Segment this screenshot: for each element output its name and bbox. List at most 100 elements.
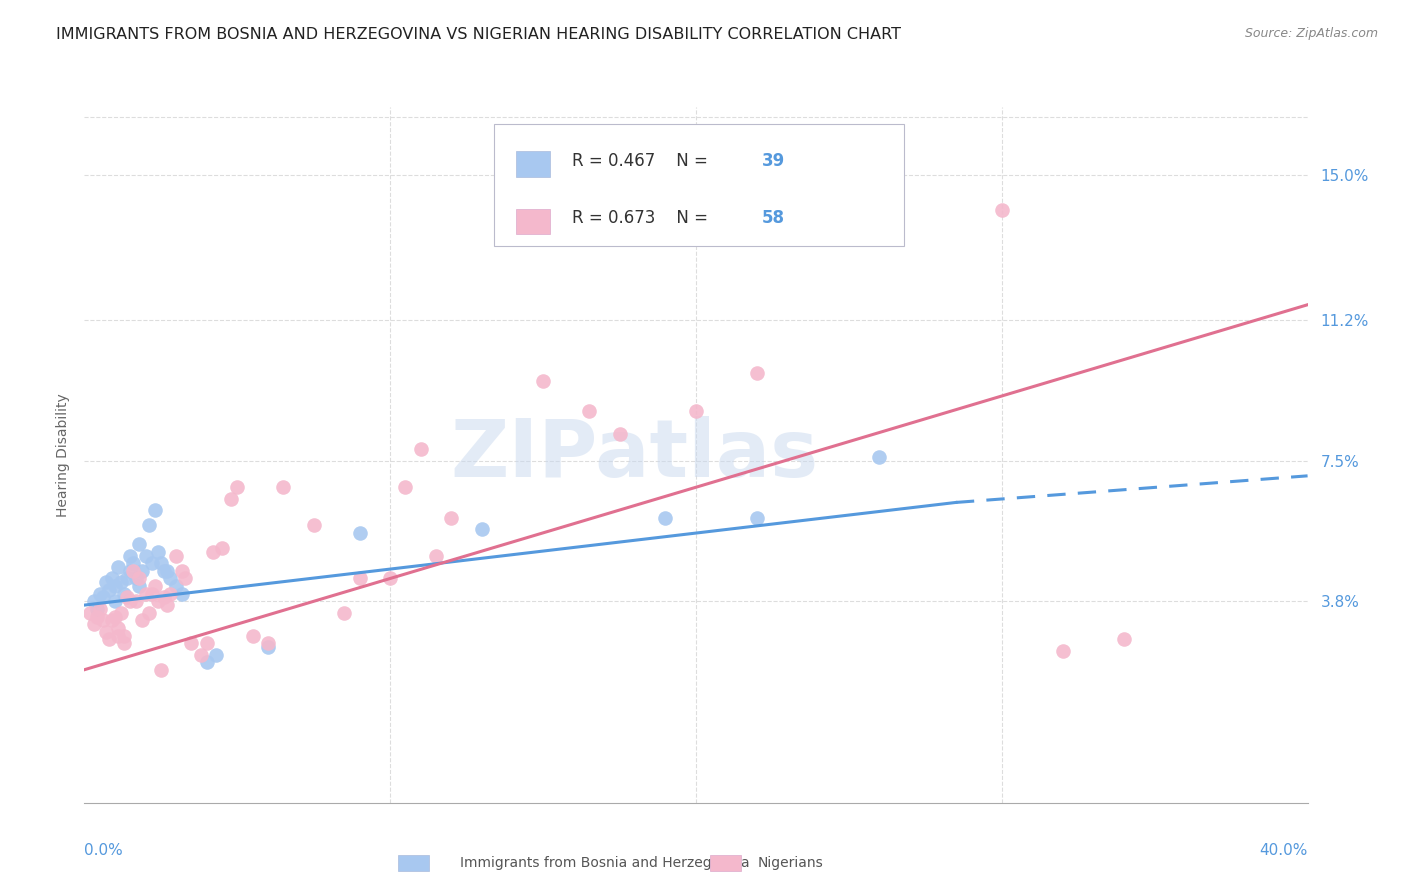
Point <box>153 591 176 605</box>
Point <box>104 609 127 624</box>
Point <box>349 572 371 586</box>
Point <box>609 427 631 442</box>
Point <box>146 594 169 608</box>
Point <box>149 556 172 570</box>
Point <box>107 560 129 574</box>
Point <box>172 587 194 601</box>
Point <box>91 613 114 627</box>
Point <box>146 545 169 559</box>
Point <box>120 549 142 563</box>
Point <box>115 591 138 605</box>
Point <box>89 602 111 616</box>
Point <box>211 541 233 555</box>
Point <box>128 537 150 551</box>
Point <box>159 572 181 586</box>
Y-axis label: Hearing Disability: Hearing Disability <box>56 393 70 516</box>
Point <box>135 587 157 601</box>
Point <box>138 606 160 620</box>
Text: Source: ZipAtlas.com: Source: ZipAtlas.com <box>1244 27 1378 40</box>
Point <box>747 510 769 524</box>
Point <box>149 663 172 677</box>
Point <box>174 572 197 586</box>
Point <box>226 480 249 494</box>
Text: Nigerians: Nigerians <box>758 856 824 871</box>
Point <box>531 374 554 388</box>
Point <box>141 587 163 601</box>
Point <box>201 545 224 559</box>
Text: 0.0%: 0.0% <box>84 843 124 858</box>
Point <box>131 564 153 578</box>
Point <box>195 636 218 650</box>
Text: R = 0.673    N =: R = 0.673 N = <box>572 209 714 227</box>
Point <box>86 609 108 624</box>
Point <box>143 503 166 517</box>
Point <box>112 628 135 642</box>
Point <box>195 655 218 669</box>
Point <box>747 366 769 380</box>
Point <box>128 579 150 593</box>
Point <box>138 518 160 533</box>
Text: 39: 39 <box>762 152 786 169</box>
Point <box>380 572 402 586</box>
Point <box>83 617 105 632</box>
Point <box>219 491 242 506</box>
Point <box>654 510 676 524</box>
Point <box>112 587 135 601</box>
Point <box>125 572 148 586</box>
Point <box>1114 632 1136 647</box>
Point <box>257 636 280 650</box>
Point <box>120 594 142 608</box>
Text: ZIPatlas: ZIPatlas <box>451 416 818 494</box>
Point <box>112 636 135 650</box>
Bar <box>516 209 550 234</box>
Point <box>104 579 127 593</box>
Point <box>165 579 187 593</box>
Point <box>153 564 176 578</box>
Point <box>110 606 132 620</box>
Point <box>101 572 124 586</box>
Point <box>101 613 124 627</box>
Point <box>869 450 891 464</box>
Point <box>165 549 187 563</box>
Point <box>97 632 120 647</box>
Point <box>409 442 432 457</box>
Point <box>271 480 294 494</box>
Point <box>578 404 600 418</box>
Point <box>107 628 129 642</box>
Point <box>440 510 463 524</box>
Point <box>131 613 153 627</box>
Point <box>115 572 138 586</box>
Point <box>120 564 142 578</box>
Point <box>349 525 371 540</box>
Point <box>122 564 145 578</box>
Point <box>190 648 212 662</box>
Point <box>110 575 132 590</box>
Text: 58: 58 <box>762 209 785 227</box>
Point <box>143 579 166 593</box>
Point <box>122 556 145 570</box>
Point <box>97 582 120 597</box>
Point <box>141 556 163 570</box>
Point <box>156 564 179 578</box>
Point <box>1052 644 1074 658</box>
Point <box>125 594 148 608</box>
Point <box>333 606 356 620</box>
Point <box>159 587 181 601</box>
Point <box>302 518 325 533</box>
Point <box>991 202 1014 217</box>
Point <box>107 621 129 635</box>
Point <box>242 628 264 642</box>
Point <box>94 575 117 590</box>
Point <box>89 587 111 601</box>
Point <box>257 640 280 654</box>
Text: IMMIGRANTS FROM BOSNIA AND HERZEGOVINA VS NIGERIAN HEARING DISABILITY CORRELATIO: IMMIGRANTS FROM BOSNIA AND HERZEGOVINA V… <box>56 27 901 42</box>
Bar <box>516 152 550 177</box>
Point <box>394 480 416 494</box>
Point <box>425 549 447 563</box>
Point <box>104 594 127 608</box>
Point <box>685 404 707 418</box>
Point <box>471 522 494 536</box>
Point <box>86 602 108 616</box>
Point <box>172 564 194 578</box>
Point <box>128 572 150 586</box>
